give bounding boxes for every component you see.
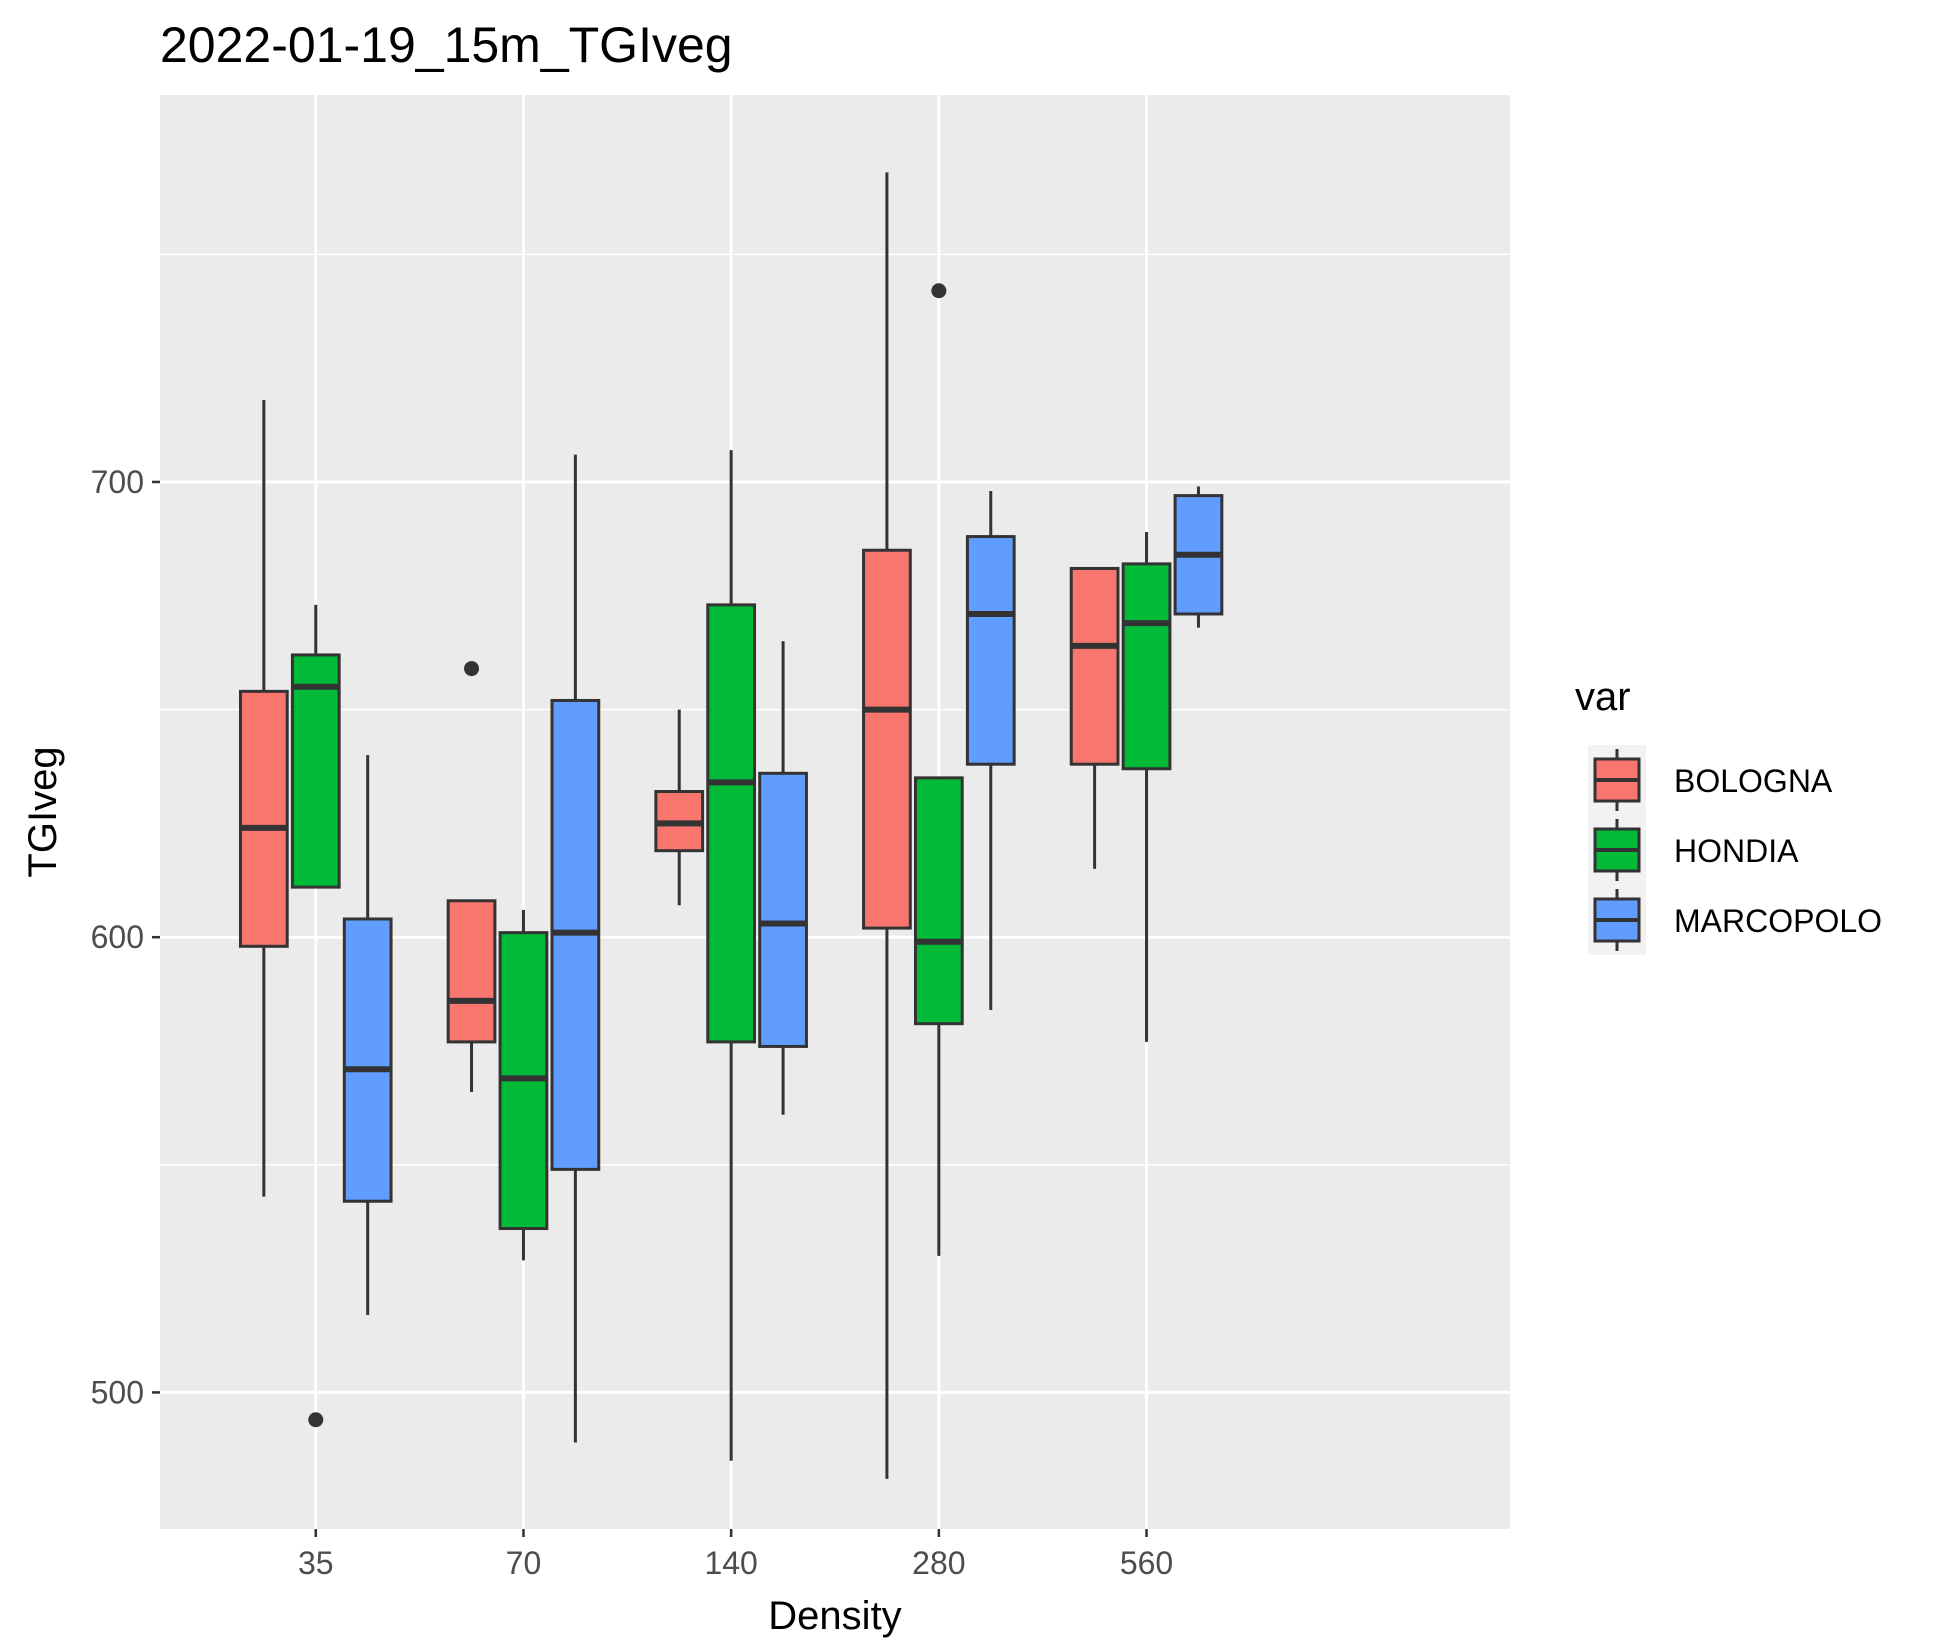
box-hondia-280 — [913, 283, 964, 1256]
x-axis-ticks: 35 70 140 280 560 — [298, 1529, 1173, 1581]
x-tick-label: 140 — [704, 1545, 757, 1581]
box-iqr — [862, 548, 912, 930]
box-hondia-70 — [498, 909, 549, 1261]
box-iqr — [290, 653, 341, 889]
box-marcopolo-35 — [342, 755, 393, 1316]
box-bologna-140 — [654, 709, 705, 906]
outlier-point — [308, 1412, 324, 1428]
legend-label: BOLOGNA — [1674, 763, 1833, 799]
outlier-point — [931, 283, 947, 299]
box-bologna-70 — [446, 661, 497, 1092]
chart-title: 2022-01-19_15m_TGIveg — [160, 17, 733, 73]
box-iqr — [965, 535, 1016, 766]
legend-title: var — [1575, 675, 1631, 719]
box-iqr — [1069, 566, 1120, 766]
legend-item-marcopolo: MARCOPOLO — [1593, 889, 1882, 951]
series-bologna — [238, 172, 1120, 1479]
box-iqr — [758, 771, 808, 1048]
box-hondia-140 — [706, 450, 757, 1461]
x-tick-label: 70 — [506, 1545, 542, 1581]
y-tick-label: 700 — [91, 464, 144, 500]
legend-item-hondia: HONDIA — [1593, 819, 1799, 881]
box-iqr — [446, 899, 497, 1044]
legend: var BOLOGNA HONDIA MARCOPOLO — [1575, 675, 1882, 955]
y-tick-label: 500 — [91, 1374, 144, 1410]
x-tick-label: 35 — [298, 1545, 334, 1581]
legend-label: MARCOPOLO — [1674, 903, 1882, 939]
box-iqr — [342, 917, 393, 1203]
box-iqr — [913, 776, 964, 1026]
y-axis-title: TGIveg — [21, 746, 65, 877]
box-marcopolo-70 — [550, 454, 601, 1443]
box-marcopolo-560 — [1173, 486, 1224, 628]
box-bologna-560 — [1069, 566, 1120, 869]
box-bologna-280 — [862, 172, 912, 1479]
box-bologna-35 — [238, 400, 289, 1197]
box-hondia-35 — [290, 604, 341, 1428]
x-tick-label: 280 — [912, 1545, 965, 1581]
x-tick-label: 560 — [1120, 1545, 1173, 1581]
box-marcopolo-140 — [758, 641, 808, 1115]
plot-panel — [160, 95, 1510, 1529]
legend-item-bologna: BOLOGNA — [1593, 749, 1833, 811]
legend-label: HONDIA — [1674, 833, 1799, 869]
y-axis-ticks: 500 600 700 — [91, 464, 160, 1410]
series-hondia — [290, 283, 1172, 1461]
box-hondia-560 — [1121, 532, 1172, 1042]
box-iqr — [238, 689, 289, 948]
y-tick-label: 600 — [91, 919, 144, 955]
boxplot-series — [238, 172, 1224, 1479]
box-marcopolo-280 — [965, 491, 1016, 1011]
box-iqr — [1121, 562, 1172, 771]
box-iqr — [706, 603, 757, 1044]
x-axis-title: Density — [768, 1594, 901, 1638]
outlier-point — [464, 661, 480, 677]
series-marcopolo — [342, 454, 1224, 1443]
